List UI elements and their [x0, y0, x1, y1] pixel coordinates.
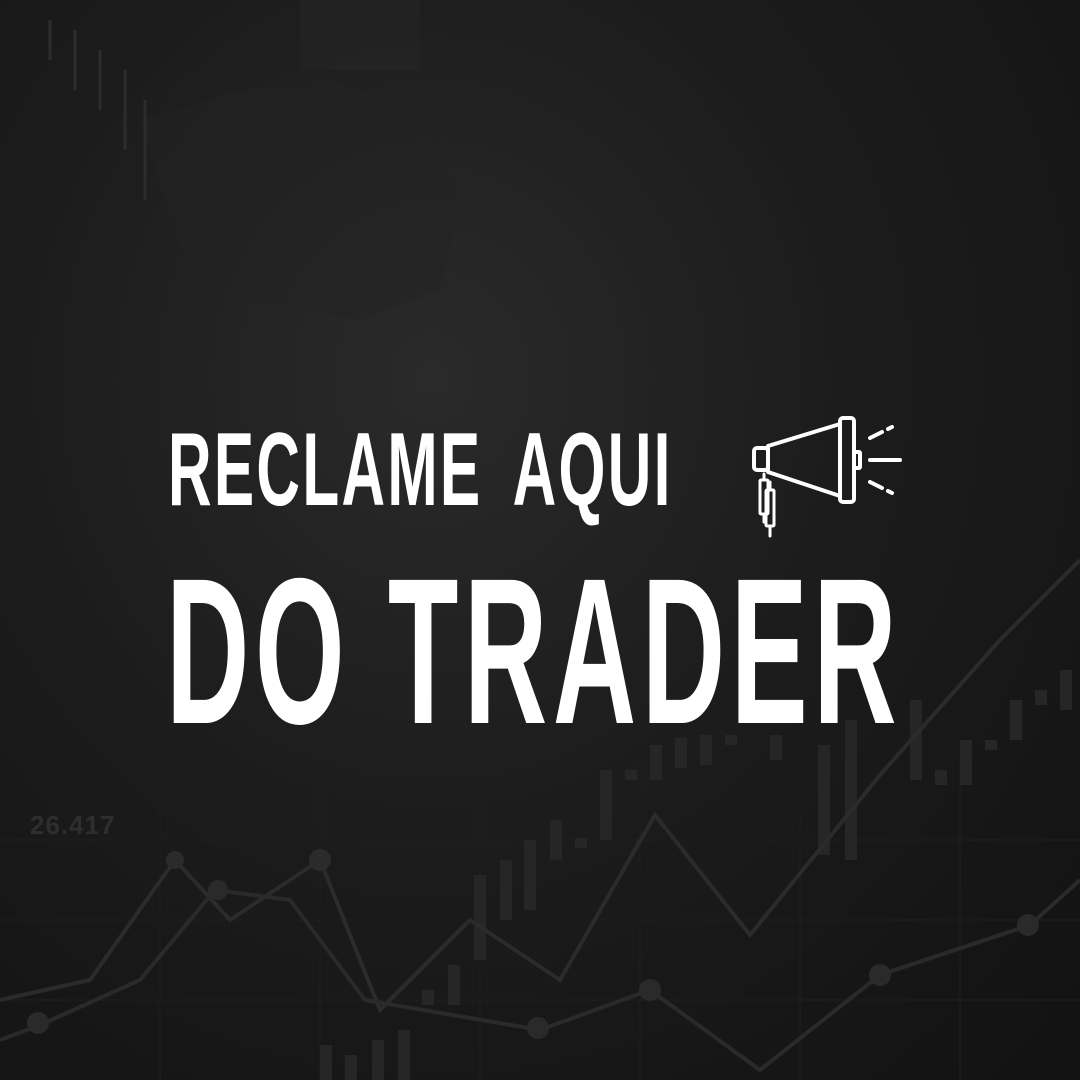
headline-line1: RECLAME AQUI — [168, 418, 673, 522]
headline-word-aqui: AQUI — [512, 412, 673, 528]
headline-line2: DO TRADER — [166, 536, 903, 768]
megaphone-icon — [752, 416, 902, 538]
headline-word-reclame: RECLAME — [168, 412, 483, 528]
background-chart-number: 26.417 — [30, 810, 116, 840]
